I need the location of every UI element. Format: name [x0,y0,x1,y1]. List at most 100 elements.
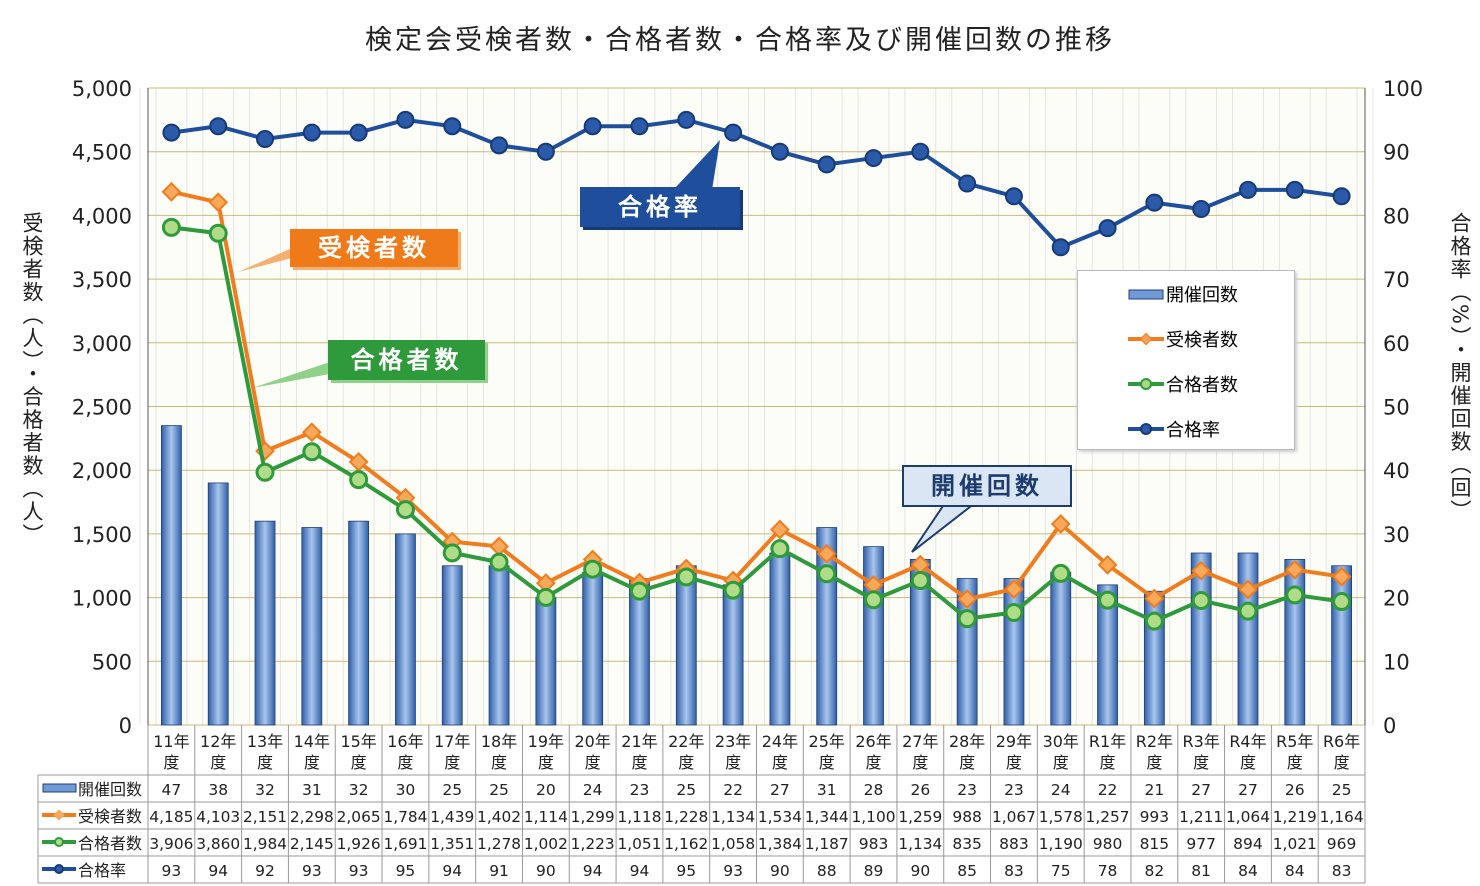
point-exam [770,519,790,540]
table-row-header: 合格率 [78,861,126,880]
right-tick-label: 20 [1383,587,1410,611]
table-cell: 93 [302,862,322,880]
point-exam [1238,579,1258,600]
right-tick-label: 0 [1383,714,1396,738]
category-label: 度 [163,753,179,772]
category-label: 度 [585,753,601,772]
legend-item-sessions: 開催回数 [1128,281,1238,307]
point-exam [535,573,556,593]
table-cell: 83 [1004,862,1024,880]
table-cell: 32 [349,781,369,799]
left-tick-label: 2,000 [72,459,132,483]
category-label: 度 [959,753,975,772]
point-pass [442,543,462,563]
category-label: 度 [538,753,554,772]
right-tick-label: 50 [1383,396,1410,420]
table-cell: 1,164 [1320,808,1364,826]
bar-sessions [254,520,276,726]
point-pass [1098,590,1118,610]
table-cell: 1,190 [1039,835,1083,853]
category-label: R5年 [1276,732,1313,751]
point-rate [396,110,415,129]
table-cell: 980 [1093,835,1123,853]
point-pass [770,539,790,559]
table-cell: 2,065 [337,808,381,826]
table-cell: 977 [1186,835,1216,853]
table-cell: 25 [489,781,509,799]
category-label: 27年 [902,732,938,751]
category-label: 15年 [340,732,376,751]
right-tick-label: 100 [1383,77,1423,101]
point-rate [630,117,649,136]
table-cell: 1,064 [1226,808,1270,826]
category-label: 度 [1240,753,1256,772]
table-cell: 82 [1144,862,1164,880]
category-label: 22年 [668,732,704,751]
table-cell: 85 [957,862,977,880]
bar-sessions [582,571,604,726]
point-rate [864,149,883,168]
table-row-header: 開催回数 [78,780,142,799]
category-label: 度 [304,753,320,772]
point-rate [443,117,462,136]
point-rate [677,110,696,129]
table-cell: 4,103 [196,808,240,826]
point-rate [958,174,977,193]
left-tick-label: 3,000 [72,332,132,356]
table-cell: 89 [864,862,884,880]
category-label: 度 [1146,753,1162,772]
table-cell: 983 [859,835,889,853]
table-cell: 90 [770,862,790,880]
category-label: 度 [912,753,928,772]
left-tick-label: 4,500 [72,141,132,165]
point-pass [676,567,696,587]
orange-line-icon [1128,332,1164,346]
point-pass [1238,601,1258,621]
category-label: 度 [491,753,507,772]
table-cell: 883 [999,835,1029,853]
point-exam [489,536,509,557]
green-line-icon [1128,378,1164,390]
table-cell: 95 [676,862,696,880]
category-label: 度 [1006,753,1022,772]
table-cell: 993 [1140,808,1170,826]
table-cell: 94 [630,862,650,880]
category-label: 29年 [996,732,1032,751]
table-cell: 20 [536,781,556,799]
bar-sessions [1237,552,1259,726]
point-pass [1051,563,1071,583]
table-cell: 94 [442,862,462,880]
category-label: 度 [772,753,788,772]
callout-sessions: 開催回数 [902,465,1072,507]
bar-sessions [161,425,182,726]
table-cell: 83 [1332,862,1352,880]
table-cell: 93 [723,862,743,880]
table-legend-marker [54,837,64,847]
point-exam [1004,579,1024,599]
table-cell: 1,259 [898,808,942,826]
category-label: 度 [210,753,226,772]
table-cell: 2,145 [290,835,334,853]
right-tick-label: 90 [1383,141,1410,165]
point-rate [583,117,602,136]
category-label: 度 [351,753,367,772]
point-rate [1285,180,1304,199]
table-cell: 815 [1140,835,1170,853]
point-rate [1145,193,1164,212]
point-rate [817,155,836,174]
table-cell: 1,134 [898,835,942,853]
table-cell: 23 [957,781,977,799]
point-pass [957,609,977,629]
table-cell: 75 [1051,862,1071,880]
bar-sessions [1331,565,1352,726]
callout-pointer-exam [238,248,292,272]
point-rate [1051,238,1070,257]
bar-sessions [207,482,229,726]
table-cell: 25 [1332,781,1352,799]
left-tick-label: 5,000 [72,77,132,101]
callout-pointer-pass [252,362,330,388]
category-label: 12年 [200,732,236,751]
category-label: 度 [725,753,741,772]
left-tick-label: 1,000 [72,587,132,611]
